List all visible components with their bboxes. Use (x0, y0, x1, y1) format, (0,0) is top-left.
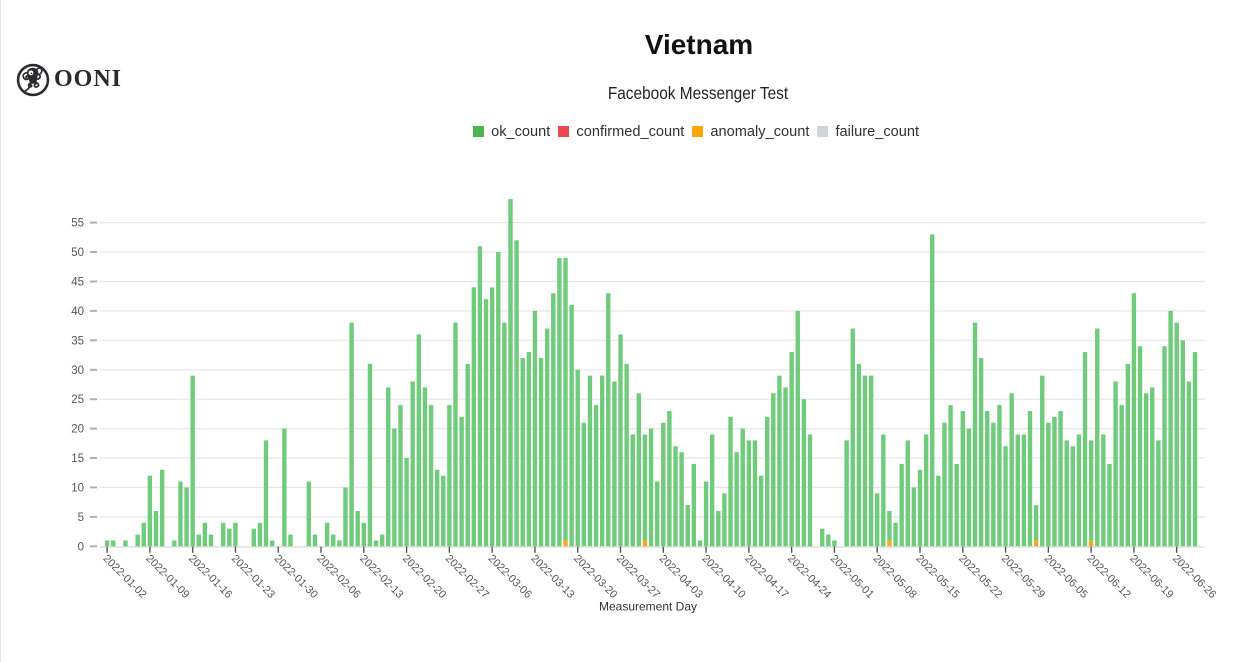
svg-text:2022-06-19: 2022-06-19 (1127, 553, 1175, 601)
svg-text:10: 10 (71, 482, 84, 494)
svg-text:2022-01-09: 2022-01-09 (143, 553, 191, 601)
svg-text:2022-03-13: 2022-03-13 (528, 553, 576, 601)
svg-text:2022-02-06: 2022-02-06 (314, 553, 362, 601)
svg-text:2022-05-15: 2022-05-15 (913, 553, 961, 601)
svg-text:2022-06-05: 2022-06-05 (1042, 553, 1090, 601)
svg-text:30: 30 (71, 365, 84, 377)
svg-text:2022-04-10: 2022-04-10 (699, 553, 747, 601)
svg-text:2022-02-27: 2022-02-27 (443, 553, 491, 601)
svg-text:20: 20 (71, 424, 84, 436)
svg-text:55: 55 (71, 218, 84, 230)
svg-text:2022-05-08: 2022-05-08 (871, 553, 919, 601)
svg-text:2022-03-27: 2022-03-27 (614, 553, 662, 601)
svg-text:25: 25 (71, 394, 84, 406)
svg-text:2022-01-30: 2022-01-30 (272, 553, 320, 601)
svg-text:15: 15 (71, 453, 84, 465)
svg-text:40: 40 (71, 306, 84, 318)
svg-text:0: 0 (78, 541, 84, 553)
svg-text:2022-06-26: 2022-06-26 (1170, 553, 1218, 601)
svg-text:2022-04-17: 2022-04-17 (742, 553, 790, 601)
svg-text:2022-02-20: 2022-02-20 (400, 553, 448, 601)
svg-text:45: 45 (71, 277, 84, 289)
svg-text:2022-04-24: 2022-04-24 (785, 553, 833, 601)
svg-text:2022-06-12: 2022-06-12 (1085, 553, 1133, 601)
svg-text:2022-01-02: 2022-01-02 (100, 553, 148, 601)
svg-text:2022-03-20: 2022-03-20 (571, 553, 619, 601)
svg-text:2022-05-29: 2022-05-29 (999, 553, 1047, 601)
svg-text:2022-02-13: 2022-02-13 (357, 553, 405, 601)
svg-text:2022-04-03: 2022-04-03 (657, 553, 705, 601)
svg-text:5: 5 (78, 512, 84, 524)
svg-text:2022-01-16: 2022-01-16 (186, 553, 234, 601)
svg-text:2022-03-06: 2022-03-06 (486, 553, 534, 601)
svg-text:50: 50 (71, 247, 84, 259)
svg-text:2022-05-01: 2022-05-01 (828, 553, 876, 601)
svg-text:2022-05-22: 2022-05-22 (956, 553, 1004, 601)
svg-text:2022-01-23: 2022-01-23 (229, 553, 277, 601)
svg-text:Measurement Day: Measurement Day (599, 600, 697, 614)
svg-text:35: 35 (71, 335, 84, 347)
